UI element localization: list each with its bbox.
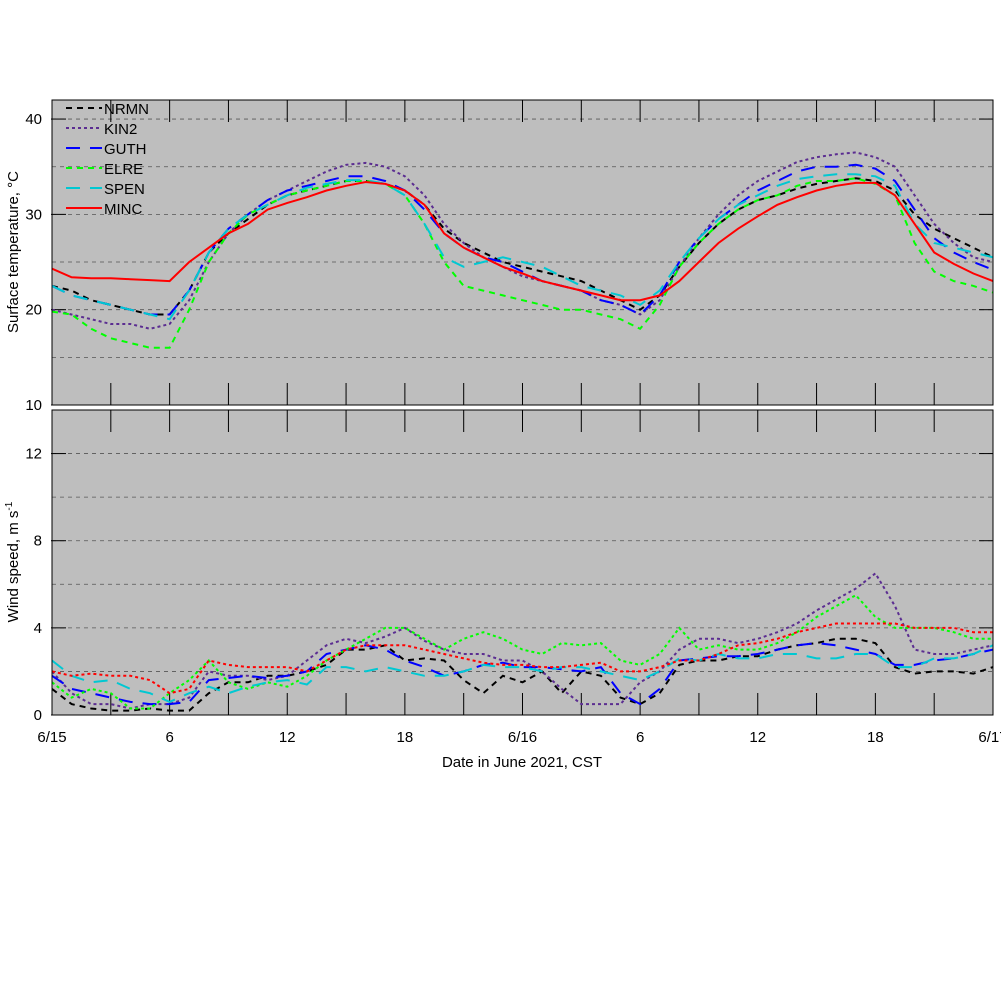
temperature-y-tick-label: 40 bbox=[25, 111, 42, 128]
wind-y-tick-label: 8 bbox=[34, 533, 42, 550]
wind-y-axis-title-text: Wind speed, m s bbox=[5, 511, 22, 623]
legend-label-minc: MINC bbox=[104, 201, 142, 218]
temperature-panel: 10 20 30 40 bbox=[25, 99, 994, 414]
wind-y-axis-title: Wind speed, m s-1 bbox=[4, 501, 22, 622]
temperature-series-group bbox=[52, 151, 993, 349]
temperature-series-elre bbox=[52, 177, 993, 349]
legend-label-elre: ELRE bbox=[104, 161, 143, 178]
wind-series-nrmn bbox=[52, 637, 993, 712]
x-axis-title: Date in June 2021, CST bbox=[442, 754, 602, 771]
wind-series-group bbox=[52, 571, 993, 712]
temperature-y-tick-label: 10 bbox=[25, 397, 42, 414]
temperature-series-nrmn bbox=[52, 177, 993, 316]
x-tick-label: 6/15 bbox=[37, 729, 66, 746]
temperature-plot-background bbox=[52, 100, 993, 405]
temperature-y-axis-title: Surface temperature, °C bbox=[5, 171, 22, 333]
legend-label-kin2: KIN2 bbox=[104, 121, 137, 138]
legend: NRMN KIN2 GUTH ELRE SPEN MINC bbox=[66, 101, 149, 218]
temperature-series-minc bbox=[52, 180, 993, 302]
wind-panel: 0 4 8 12 bbox=[25, 409, 994, 724]
wind-series-spen bbox=[52, 644, 993, 703]
x-tick-label: 6 bbox=[636, 729, 644, 746]
temperature-y-tick-label: 30 bbox=[25, 206, 42, 223]
wind-y-axis-title-sup: -1 bbox=[4, 501, 15, 510]
x-tick-label: 6 bbox=[165, 729, 173, 746]
x-tick-label: 18 bbox=[867, 729, 884, 746]
wind-plot-frame bbox=[51, 409, 994, 716]
x-tick-label: 12 bbox=[279, 729, 296, 746]
wind-y-tick-label: 0 bbox=[34, 707, 42, 724]
wind-y-tick-label: 12 bbox=[25, 446, 42, 463]
x-tick-label: 18 bbox=[397, 729, 414, 746]
legend-label-guth: GUTH bbox=[104, 141, 147, 158]
temperature-plot-frame bbox=[51, 99, 994, 406]
temperature-series-spen bbox=[52, 173, 993, 321]
legend-label-spen: SPEN bbox=[104, 181, 145, 198]
wind-y-tick-label: 4 bbox=[34, 620, 42, 637]
x-tick-label: 6/17 bbox=[978, 729, 1001, 746]
temperature-y-tick-label: 20 bbox=[25, 302, 42, 319]
legend-label-nrmn: NRMN bbox=[104, 101, 149, 118]
x-tick-label: 12 bbox=[749, 729, 766, 746]
x-tick-label: 6/16 bbox=[508, 729, 537, 746]
wind-series-minc bbox=[52, 622, 993, 695]
wind-series-guth bbox=[52, 642, 993, 706]
wind-plot-background bbox=[52, 410, 993, 715]
wind-series-elre bbox=[52, 593, 993, 710]
